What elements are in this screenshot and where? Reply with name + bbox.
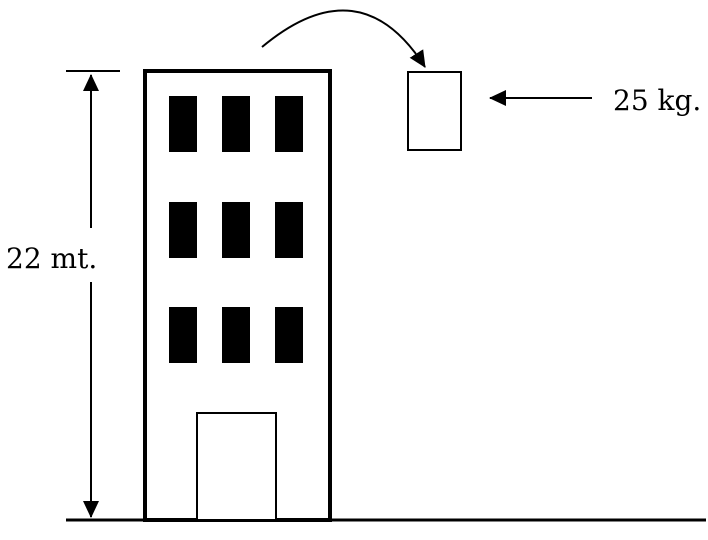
mass-label: 25 kg.: [613, 84, 701, 117]
window: [169, 307, 197, 363]
mass-box: [407, 71, 462, 151]
height-label: 22 mt.: [6, 242, 97, 275]
window: [222, 202, 250, 258]
door: [196, 412, 277, 521]
window: [169, 202, 197, 258]
window: [169, 96, 197, 152]
window: [275, 307, 303, 363]
window: [275, 202, 303, 258]
window: [222, 96, 250, 152]
window: [275, 96, 303, 152]
window: [222, 307, 250, 363]
curved-arrow: [261, 9, 426, 68]
